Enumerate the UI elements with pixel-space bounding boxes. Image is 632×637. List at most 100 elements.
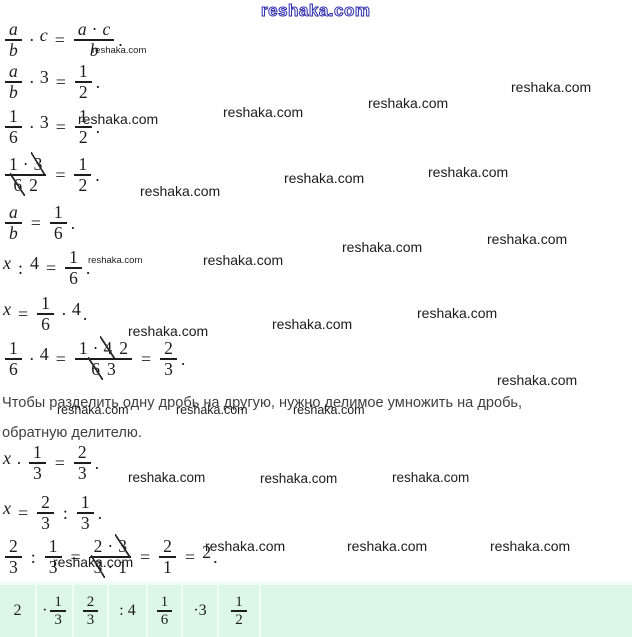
- denominator: 1: [159, 556, 176, 578]
- number: 1: [78, 337, 88, 358]
- numerator: 1: [75, 105, 92, 127]
- number: 1: [78, 153, 88, 174]
- denominator: 3 · 1: [90, 554, 131, 578]
- numerator: a: [5, 202, 22, 223]
- period: .: [95, 116, 101, 137]
- operator: ·: [42, 602, 48, 619]
- variable: b: [89, 39, 99, 60]
- answer-cell: · 1 3: [37, 585, 72, 637]
- variable: c: [102, 18, 111, 39]
- denominator: 6: [5, 126, 22, 148]
- number: 6: [9, 358, 18, 379]
- number: 1: [53, 201, 63, 222]
- operator: ·: [60, 303, 67, 324]
- operator: ·: [28, 116, 35, 137]
- operator: =: [30, 212, 41, 233]
- number: 1: [69, 246, 78, 267]
- watermark-text: reshaka.com: [128, 323, 209, 339]
- number: 2: [202, 541, 212, 562]
- number: 1: [78, 105, 88, 126]
- variable: a: [9, 18, 18, 39]
- cancelled-number: 6: [10, 172, 25, 196]
- number: 1: [54, 593, 62, 610]
- operator: ·: [28, 348, 35, 369]
- numerator: 1 · 4 2: [75, 335, 132, 359]
- watermark-text: reshaka.com: [293, 403, 365, 417]
- answer-cell: : 4: [109, 585, 146, 637]
- math-equation: x:4 = 1 6.: [2, 245, 90, 291]
- number: 2: [13, 602, 22, 619]
- fraction-bar: [44, 556, 62, 558]
- number: 1: [163, 556, 172, 577]
- number: 6: [69, 267, 78, 288]
- operator: =: [46, 257, 57, 278]
- watermark-text: reshaka.com: [347, 538, 428, 554]
- numerator: 1: [77, 491, 94, 513]
- watermark-text: reshaka.com: [497, 372, 578, 388]
- number: 1: [80, 491, 90, 512]
- cancelled-number: 4: [100, 335, 115, 359]
- numerator: 1: [74, 153, 91, 175]
- fraction-bar: [49, 222, 67, 224]
- number: 6: [9, 126, 18, 147]
- denominator: b: [5, 82, 22, 103]
- fraction-bar: [74, 174, 92, 176]
- number: 1: [235, 593, 243, 610]
- fraction-bar: [160, 358, 177, 360]
- watermark-text: reshaka.com: [428, 164, 509, 180]
- number: 2: [77, 441, 87, 462]
- math-equation: x = 1 6 · 4.: [2, 291, 87, 337]
- watermark-text: reshaka.com: [128, 470, 206, 485]
- denominator: 3: [74, 463, 91, 484]
- watermark-text: reshaka.com: [205, 538, 286, 554]
- number: 1: [9, 153, 18, 174]
- math-equation: 1 6 · 3 = 1 2.: [2, 104, 100, 150]
- fraction-bar: [156, 610, 173, 612]
- number: 3: [54, 611, 62, 628]
- numerator: 2: [5, 536, 22, 557]
- watermark-text: reshaka.com: [92, 45, 147, 56]
- period: .: [94, 452, 100, 473]
- number: 2: [78, 126, 88, 147]
- math-equation: 1 · 3 6 2 = 1 2.: [2, 151, 100, 198]
- denominator: 2: [75, 82, 92, 103]
- watermark-text: reshaka.com: [223, 104, 304, 120]
- numerator: a: [5, 18, 22, 40]
- number: 2: [163, 535, 172, 556]
- numerator: 1: [50, 594, 66, 611]
- number: 1: [160, 593, 169, 610]
- denominator: 2: [74, 175, 91, 196]
- number: 3: [9, 556, 18, 577]
- operator: :: [62, 502, 68, 523]
- number: ·3: [193, 602, 207, 619]
- fraction-bar: [65, 267, 82, 269]
- denominator: 3: [83, 612, 99, 629]
- number: 3: [106, 358, 116, 379]
- numerator: 1: [50, 201, 67, 223]
- watermark-text: reshaka.com: [78, 111, 159, 127]
- numerator: 1: [157, 594, 173, 611]
- watermark-text: reshaka.com: [57, 403, 129, 417]
- answer-bar: 2 · 1 3 2 3: 4 1 6·3 1 2: [0, 582, 632, 637]
- cancelled-number: 6: [88, 356, 103, 380]
- numerator: 1: [5, 338, 22, 359]
- number: 3: [48, 556, 58, 577]
- period: .: [118, 29, 123, 50]
- period: .: [85, 257, 91, 278]
- fraction-bar: [5, 556, 22, 558]
- variable: x: [3, 447, 11, 468]
- variable: x: [3, 298, 11, 319]
- number: 6: [53, 222, 63, 243]
